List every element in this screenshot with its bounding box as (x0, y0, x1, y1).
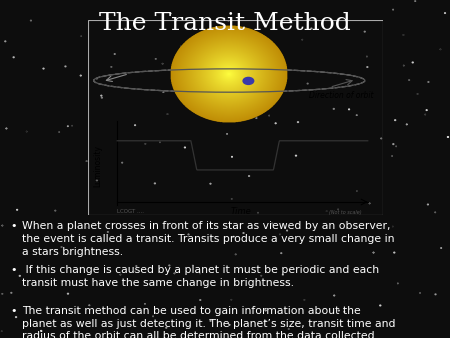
Text: Time: Time (231, 207, 252, 216)
Text: Luminosity: Luminosity (94, 145, 103, 187)
Bar (88, 20, 382, 215)
Circle shape (243, 77, 254, 84)
Text: •: • (10, 306, 16, 316)
Text: The transit method can be used to gain information about the
planet as well as j: The transit method can be used to gain i… (22, 306, 395, 338)
Text: •: • (10, 221, 16, 232)
Text: •: • (10, 265, 16, 275)
Text: When a planet crosses in front of its star as viewed by an observer,
the event i: When a planet crosses in front of its st… (22, 221, 394, 257)
Text: The Transit Method: The Transit Method (99, 12, 351, 35)
Text: Direction of orbit: Direction of orbit (309, 91, 374, 100)
Text: (Not to scale): (Not to scale) (329, 210, 362, 215)
Text: LCOGT ....: LCOGT .... (117, 209, 144, 214)
Text: If this change is caused by a planet it must be periodic and each
transit must h: If this change is caused by a planet it … (22, 265, 379, 288)
